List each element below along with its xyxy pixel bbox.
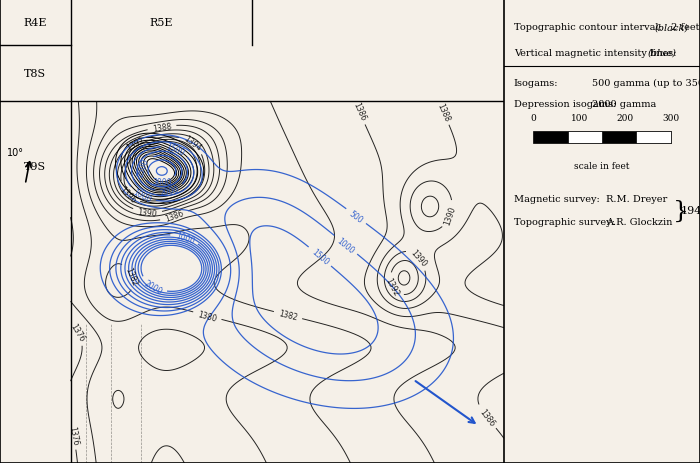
Text: 1388: 1388 (152, 122, 172, 133)
Text: 1382: 1382 (278, 309, 298, 322)
Text: 500 gamma (up to 3500 gamma):: 500 gamma (up to 3500 gamma): (592, 79, 700, 88)
Text: A.R. Glockzin: A.R. Glockzin (606, 218, 672, 227)
Text: 1390: 1390 (443, 205, 458, 225)
Text: 1388: 1388 (435, 101, 451, 123)
Text: 2500: 2500 (136, 156, 150, 178)
Text: 1000: 1000 (335, 236, 356, 255)
Text: R5E: R5E (150, 18, 173, 28)
Text: 1386: 1386 (164, 209, 185, 224)
Text: Topographic contour interval:   2 feet: Topographic contour interval: 2 feet (514, 23, 700, 32)
Text: Magnetic survey:: Magnetic survey: (514, 194, 599, 204)
Text: 3000: 3000 (152, 178, 172, 187)
Text: 2000: 2000 (159, 185, 179, 197)
Text: R.M. Dreyer: R.M. Dreyer (606, 194, 667, 204)
Text: scale in feet: scale in feet (574, 162, 630, 171)
Text: 1394: 1394 (182, 134, 203, 153)
Text: (black): (black) (655, 23, 689, 32)
Text: 10°: 10° (6, 148, 24, 158)
Text: 1380: 1380 (197, 309, 218, 323)
Text: 100: 100 (570, 114, 588, 123)
Text: 200: 200 (616, 114, 634, 123)
Text: 1386: 1386 (477, 407, 496, 427)
Text: 1500: 1500 (309, 247, 330, 267)
Text: 300: 300 (662, 114, 679, 123)
Text: 1390: 1390 (409, 248, 428, 268)
Text: 500: 500 (348, 209, 365, 225)
Text: 1000: 1000 (132, 188, 153, 205)
Text: 1000: 1000 (174, 231, 195, 245)
Text: Topographic survey:: Topographic survey: (514, 218, 615, 227)
Text: 1390: 1390 (137, 207, 158, 218)
Text: }: } (673, 199, 689, 222)
Text: Vertical magnetic intensity lines:: Vertical magnetic intensity lines: (514, 49, 682, 58)
Bar (568, 132, 602, 144)
Text: (blue): (blue) (647, 49, 676, 58)
Text: 1376: 1376 (67, 425, 80, 445)
Text: 2000: 2000 (143, 278, 164, 296)
Text: Isogams:: Isogams: (514, 79, 559, 88)
Text: 1382: 1382 (123, 266, 139, 287)
Text: 1392: 1392 (125, 135, 146, 152)
Text: 1396: 1396 (118, 184, 137, 205)
Text: 2000 gamma: 2000 gamma (592, 100, 657, 109)
Text: 1500: 1500 (164, 142, 186, 157)
Text: 1946: 1946 (680, 206, 700, 216)
Text: 1376: 1376 (69, 322, 86, 343)
Text: R4E: R4E (24, 18, 47, 28)
Bar (533, 132, 671, 144)
Text: T8S: T8S (25, 69, 46, 79)
Text: 1392: 1392 (384, 276, 401, 298)
Text: 1386: 1386 (351, 101, 367, 123)
Text: T9S: T9S (25, 162, 46, 172)
Bar (636, 132, 671, 144)
Text: Depression isogams:: Depression isogams: (514, 100, 616, 109)
Text: 0: 0 (531, 114, 536, 123)
